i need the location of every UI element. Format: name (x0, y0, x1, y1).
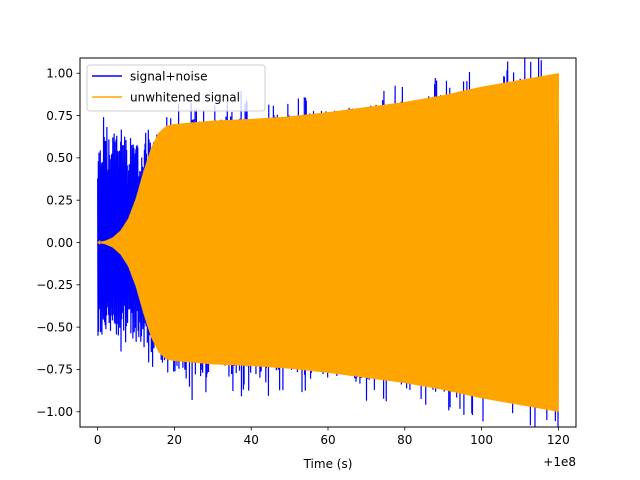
x-axis-offset-label: +1e8 (543, 455, 576, 469)
x-axis-label: Time (s) (303, 457, 353, 471)
y-axis: −1.00 −0.75 −0.50 −0.25 0.00 0.25 0.50 0.75 1.00 (36, 67, 80, 419)
legend-box (86, 64, 266, 112)
series-unwhitened-signal (97, 73, 559, 412)
y-tick-label: −1.00 (36, 405, 73, 419)
y-tick-label: 0.75 (46, 109, 73, 123)
y-tick-label: 0.00 (46, 236, 73, 250)
y-tick-label: 0.25 (46, 193, 73, 207)
legend-label-signal-noise: signal+noise (130, 70, 207, 84)
y-tick-label: 0.50 (46, 151, 73, 165)
plot-area (97, 58, 559, 427)
y-tick-label: −0.50 (36, 320, 73, 334)
x-tick-label: 120 (547, 433, 570, 447)
series-layer (97, 58, 559, 427)
y-tick-label: −0.25 (36, 278, 73, 292)
x-tick-label: 0 (94, 433, 102, 447)
x-tick-label: 100 (470, 433, 493, 447)
legend: signal+noise unwhitened signal (86, 64, 266, 112)
legend-label-unwhitened-signal: unwhitened signal (130, 91, 240, 105)
x-tick-label: 60 (320, 433, 335, 447)
x-tick-label: 40 (244, 433, 259, 447)
y-tick-label: 1.00 (46, 67, 73, 81)
x-tick-label: 80 (397, 433, 412, 447)
x-tick-label: 20 (167, 433, 182, 447)
x-axis: 0 20 40 60 80 100 120 (94, 427, 570, 447)
y-tick-label: −0.75 (36, 363, 73, 377)
